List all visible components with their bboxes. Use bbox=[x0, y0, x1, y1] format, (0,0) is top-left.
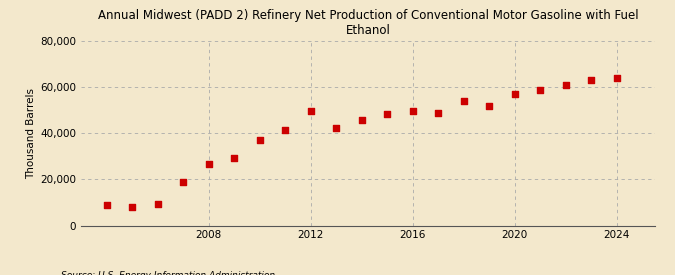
Point bbox=[203, 162, 214, 167]
Point bbox=[305, 109, 316, 114]
Point bbox=[535, 87, 545, 92]
Point bbox=[381, 112, 392, 116]
Point bbox=[229, 155, 240, 160]
Point bbox=[611, 76, 622, 80]
Title: Annual Midwest (PADD 2) Refinery Net Production of Conventional Motor Gasoline w: Annual Midwest (PADD 2) Refinery Net Pro… bbox=[98, 9, 638, 37]
Point bbox=[152, 201, 163, 206]
Point bbox=[279, 128, 290, 132]
Point bbox=[178, 180, 188, 184]
Point bbox=[101, 203, 112, 207]
Point bbox=[586, 78, 597, 82]
Point bbox=[560, 83, 571, 87]
Point bbox=[331, 125, 342, 130]
Point bbox=[407, 109, 418, 114]
Point bbox=[356, 117, 367, 122]
Point bbox=[458, 99, 469, 103]
Point bbox=[254, 138, 265, 142]
Y-axis label: Thousand Barrels: Thousand Barrels bbox=[26, 88, 36, 179]
Text: Source: U.S. Energy Information Administration: Source: U.S. Energy Information Administ… bbox=[61, 271, 275, 275]
Point bbox=[483, 103, 494, 108]
Point bbox=[509, 92, 520, 97]
Point bbox=[433, 111, 443, 115]
Point bbox=[127, 204, 138, 209]
